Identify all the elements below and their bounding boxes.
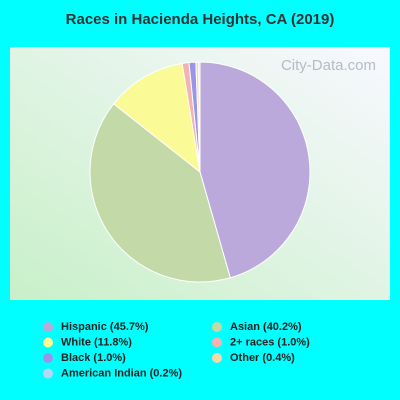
legend-name: American Indian bbox=[61, 367, 147, 379]
legend-value: (40.2%) bbox=[263, 321, 302, 333]
legend-label: Hispanic (45.7%) bbox=[61, 321, 149, 333]
legend-name: Asian bbox=[230, 321, 260, 333]
pie-slice bbox=[89, 103, 231, 283]
legend-swatch bbox=[43, 322, 53, 332]
legend-value: (0.2%) bbox=[150, 367, 183, 379]
legend-value: (45.7%) bbox=[110, 321, 149, 333]
legend-label: Black (1.0%) bbox=[61, 352, 126, 364]
legend-swatch bbox=[43, 368, 53, 379]
legend-swatch bbox=[212, 353, 222, 363]
legend-value: (0.4%) bbox=[262, 352, 295, 364]
legend-name: Black bbox=[61, 352, 91, 364]
legend-swatch bbox=[43, 353, 53, 363]
legend-name: Hispanic bbox=[61, 321, 107, 333]
legend-swatch bbox=[212, 322, 222, 332]
legend-name: 2+ races bbox=[230, 336, 274, 348]
legend-swatch bbox=[43, 337, 53, 348]
legend-name: White bbox=[61, 336, 91, 348]
legend-label: White (11.8%) bbox=[61, 336, 132, 348]
legend-name: Other bbox=[230, 352, 260, 364]
legend-value: (1.0%) bbox=[277, 336, 310, 348]
legend-value: (1.0%) bbox=[93, 352, 126, 364]
pie-slice bbox=[199, 61, 311, 279]
legend-label: Other (0.4%) bbox=[230, 352, 295, 364]
watermark: City-Data.com bbox=[281, 57, 376, 74]
legend-label: American Indian (0.2%) bbox=[61, 367, 182, 379]
legend-label: Asian (40.2%) bbox=[230, 321, 302, 333]
pie-slice bbox=[112, 62, 201, 174]
chart-title: Races in Hacienda Heights, CA (2019) bbox=[66, 11, 335, 28]
pie-slice bbox=[198, 61, 201, 173]
legend-swatch bbox=[212, 337, 222, 348]
legend-label: 2+ races (1.0%) bbox=[230, 336, 310, 348]
legend-value: (11.8%) bbox=[94, 336, 132, 348]
